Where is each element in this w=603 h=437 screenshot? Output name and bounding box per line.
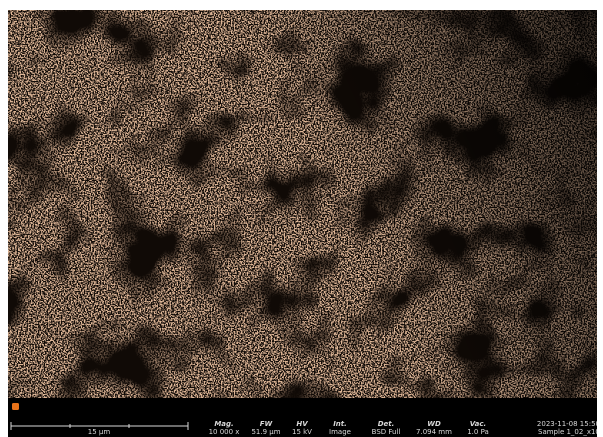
parameter-value: 51.9 µm: [251, 428, 280, 436]
parameter-value: Image: [329, 428, 351, 436]
parameter-label: Det.: [378, 420, 395, 428]
parameter-value: 10 000 x: [209, 428, 240, 436]
map-shading: [8, 10, 597, 398]
parameter-value: 15 kV: [292, 428, 312, 436]
parameter-label: FW: [260, 420, 273, 428]
sample-name: Sample 1_02_x10k_0: [538, 428, 603, 436]
parameter-value: 1.0 Pa: [467, 428, 489, 436]
timestamp: 2023-11-08 15:50: [537, 420, 600, 428]
scale-label: 15 µm: [88, 428, 111, 436]
parameter-label: Vac.: [470, 420, 486, 428]
parameter-value: BSD Full: [372, 428, 401, 436]
parameter-label: Mag.: [214, 420, 233, 428]
parameter-label: WD: [427, 420, 441, 428]
sem-screenshot: 15 µm Mag.10 000 x FW51.9 µm HV15 kV Int.Im…: [0, 0, 603, 437]
parameter-label: HV: [296, 420, 308, 428]
parameter-value: 7.094 mm: [416, 428, 452, 436]
logo-icon: [12, 403, 19, 410]
parameter-label: Int.: [333, 420, 347, 428]
